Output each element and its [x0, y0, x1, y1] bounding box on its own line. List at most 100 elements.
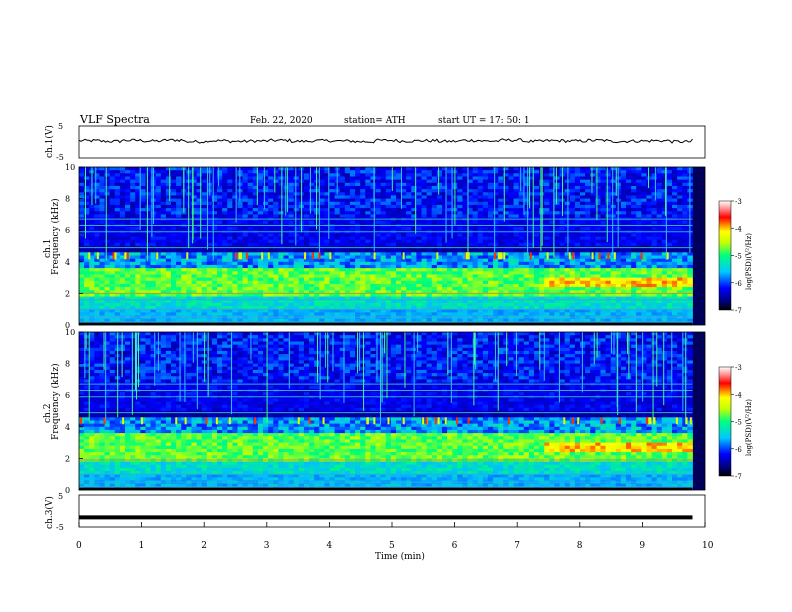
spectrogram-cell-1: [447, 214, 453, 218]
spectrogram-cell-1: [196, 293, 203, 297]
spectrogram-cell-1: [426, 185, 433, 190]
spectrogram-cell-1: [559, 252, 566, 256]
spectrogram-cell-1: [462, 306, 468, 310]
spectrogram-cell-1: [222, 198, 228, 203]
spectrogram-cell-1: [472, 249, 479, 253]
spectrogram-cell-1: [232, 252, 238, 256]
spectrogram-cell-1: [380, 211, 387, 215]
spectrogram-cell-1: [580, 201, 586, 206]
spectrogram-cell-1: [268, 198, 274, 203]
spectrogram-cell-1: [263, 280, 269, 285]
spectrogram-cell-1: [539, 283, 545, 288]
spectrogram-cell-1: [513, 268, 520, 272]
spectrogram-cell-1: [160, 261, 167, 266]
spectrogram-cell-1: [303, 167, 310, 171]
spectrogram-cell-1: [84, 198, 90, 203]
spectrogram-cell-1: [395, 214, 402, 218]
spectrogram-cell-1: [559, 268, 566, 272]
spectrogram-cell-1: [498, 274, 504, 278]
spectrogram-cell-1: [283, 249, 289, 253]
spectrogram-cell-1: [467, 299, 474, 304]
spectrogram-cell-1: [119, 306, 126, 310]
spectrogram-cell-1: [278, 274, 284, 278]
spectrogram-cell-1: [544, 293, 550, 297]
spectrogram-cell-1: [385, 170, 392, 174]
spectrogram-cell-1: [268, 220, 274, 225]
spectrogram-cell-1: [171, 249, 177, 253]
spectrogram-cell-1: [247, 182, 254, 187]
spectrogram-cell-1: [84, 299, 90, 304]
spectrogram-cell-1: [217, 255, 223, 260]
spectrogram-cell-1: [390, 287, 397, 291]
spectrogram-cell-1: [344, 264, 351, 269]
spectrogram-cell-1: [554, 236, 560, 241]
spectrogram-cell-1: [411, 176, 417, 181]
spectrogram-cell-1: [140, 214, 146, 218]
spectrogram-cell-1: [155, 293, 162, 297]
spectrogram-cell-1: [288, 192, 295, 196]
spectrogram-cell-1: [283, 182, 289, 187]
spectrogram-cell-1: [191, 318, 197, 323]
spectrogram-cell-1: [329, 236, 336, 241]
spectrogram-cell-1: [211, 293, 218, 297]
spectrogram-cell-1: [549, 299, 555, 304]
spectrogram-cell-1: [288, 274, 295, 278]
spectrogram-cell-1: [201, 198, 208, 203]
spectrogram-cell-1: [554, 261, 560, 266]
spectrogram-cell-1: [482, 293, 489, 297]
spectrogram-cell-1: [493, 198, 499, 203]
spectrogram-cell-1: [508, 185, 514, 190]
spectrogram-cell-1: [145, 261, 151, 266]
spectrogram-cell-1: [539, 296, 545, 301]
spectrogram-cell-1: [201, 264, 208, 269]
spectrogram-cell-1: [288, 239, 295, 244]
spectrogram-cell-1: [222, 185, 228, 190]
spectrogram-cell-1: [171, 277, 177, 282]
spectrogram-cell-1: [513, 318, 520, 323]
spectrogram-cell-1: [293, 236, 300, 241]
spectrogram-cell-1: [114, 198, 121, 203]
spectrogram-cell-1: [130, 198, 136, 203]
spectrogram-cell-1: [211, 290, 218, 294]
spectrogram-cell-1: [293, 271, 300, 275]
spectrogram-cell-1: [232, 170, 238, 174]
spectrogram-cell-1: [508, 252, 514, 256]
spectrogram-cell-1: [186, 252, 192, 256]
spectrogram-cell-1: [487, 211, 494, 215]
spectrogram-cell-1: [431, 299, 438, 304]
spectrogram-cell-1: [559, 318, 566, 323]
spectrogram-cell-1: [472, 179, 479, 184]
spectrogram-cell-1: [452, 293, 458, 297]
spectrogram-cell-1: [339, 195, 346, 199]
spectrogram-cell-1: [99, 220, 105, 225]
spectrogram-cell-1: [293, 179, 300, 184]
spectrogram-cell-1: [288, 198, 295, 203]
spectrogram-cell-1: [508, 204, 514, 209]
spectrogram-cell-1: [355, 261, 361, 266]
spectrogram-cell-1: [523, 258, 530, 263]
spectrogram-cell-1: [309, 268, 315, 272]
spectrogram-cell-1: [135, 192, 141, 196]
spectrogram-cell-1: [176, 167, 182, 171]
spectrogram-cell-1: [431, 274, 438, 278]
spectrogram-cell-1: [171, 227, 177, 231]
spectrogram-cell-1: [283, 233, 289, 237]
spectrogram-cell-1: [89, 208, 95, 212]
spectrogram-cell-1: [487, 167, 494, 171]
spectrogram-cell-1: [452, 283, 458, 288]
spectrogram-cell-1: [518, 318, 525, 323]
spectrogram-cell-1: [360, 274, 366, 278]
spectrogram-cell-1: [145, 255, 151, 260]
spectrogram-cell-1: [140, 299, 146, 304]
spectrogram-cell-1: [580, 306, 586, 310]
spectrogram-cell-1: [441, 208, 448, 212]
spectrogram-cell-1: [222, 271, 228, 275]
spectrogram-cell-1: [416, 201, 422, 206]
spectrogram-cell-1: [324, 192, 330, 196]
spectrogram-cell-1: [314, 283, 320, 288]
spectrogram-cell-1: [441, 233, 448, 237]
spectrogram-cell-1: [293, 242, 300, 247]
spectrogram-cell-1: [477, 296, 484, 301]
spectrogram-cell-1: [477, 271, 484, 275]
spectrogram-cell-1: [513, 204, 520, 209]
